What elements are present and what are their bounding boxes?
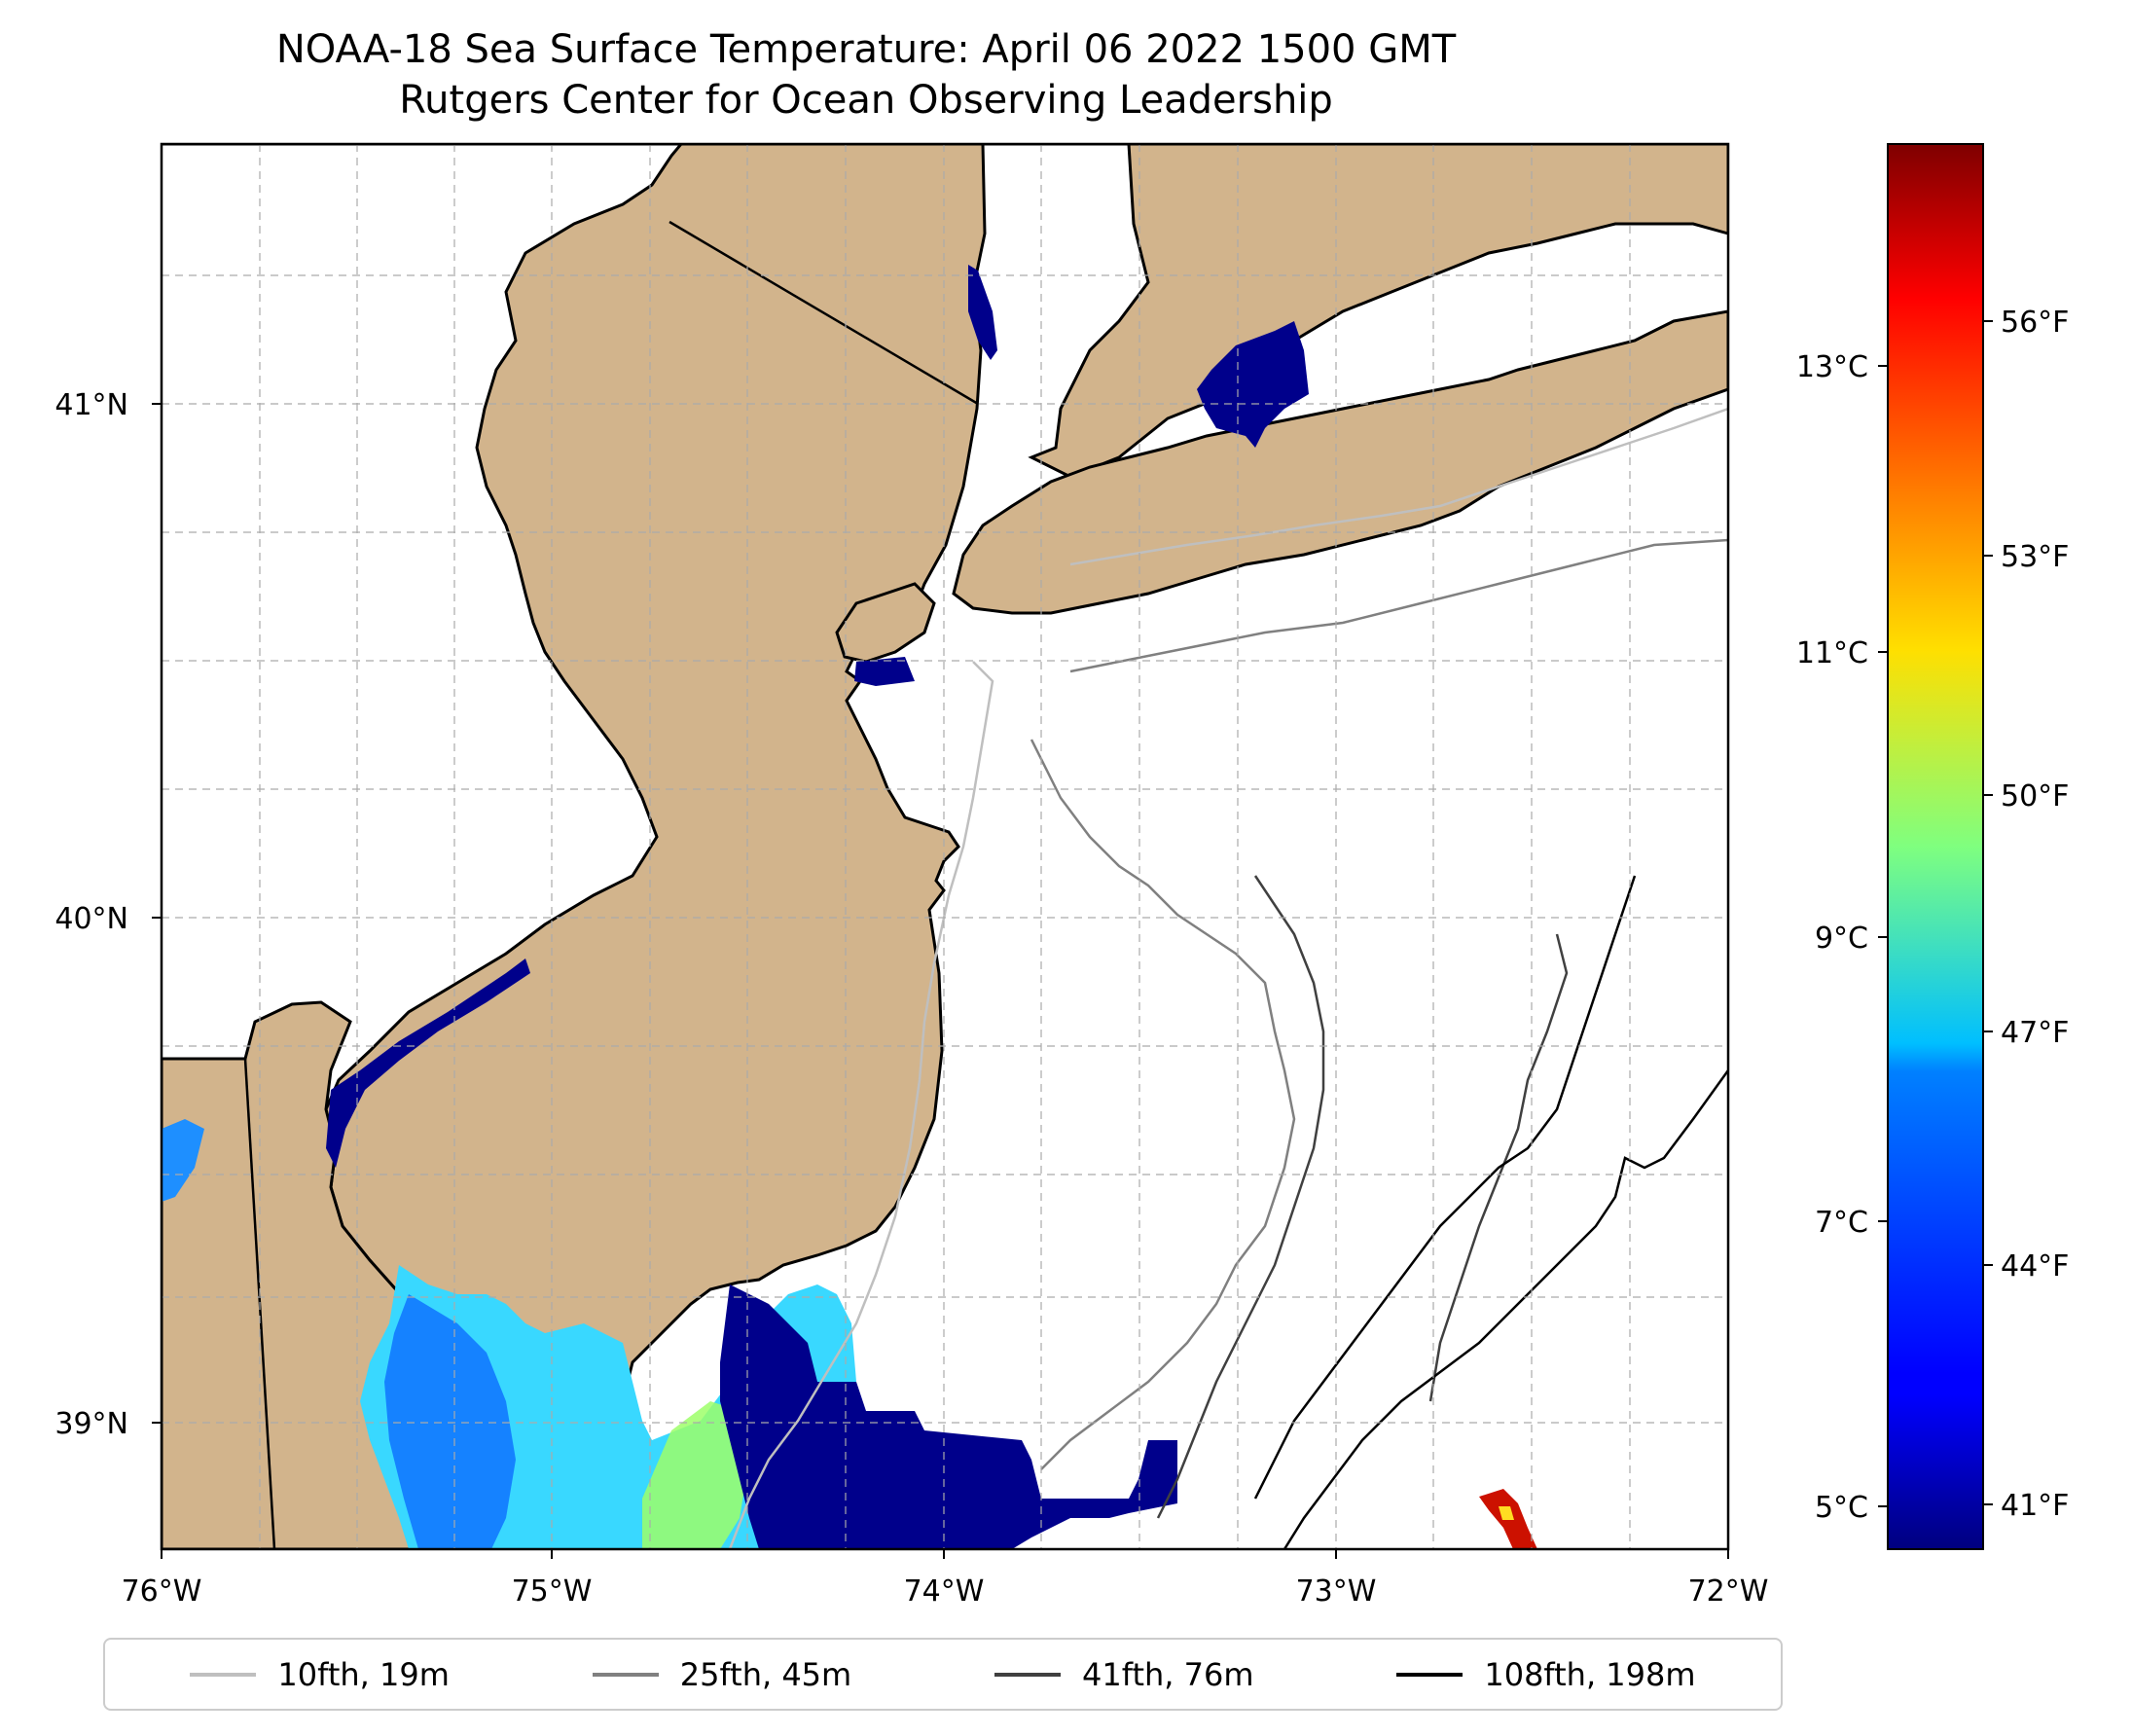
legend-item-108fth: 108fth, 198m (1396, 1655, 1696, 1693)
legend-label-25fth: 25fth, 45m (679, 1655, 852, 1693)
legend-swatch-25fth (592, 1672, 659, 1677)
colorbar-f-50: 50°F (2001, 779, 2069, 814)
colorbar-c-7: 7°C (1815, 1206, 1868, 1240)
colorbar-f-41: 41°F (2001, 1489, 2069, 1523)
contour-25fth-north (1069, 538, 1728, 673)
legend-swatch-108fth (1396, 1672, 1463, 1677)
map-subtitle: Rutgers Center for Ocean Observing Leade… (399, 78, 1333, 123)
legend-item-25fth: 25fth, 45m (592, 1655, 852, 1693)
colorbar-ticks (1878, 320, 1993, 1507)
y-tick-40n: 40°N (54, 902, 128, 936)
sst-patch-bay-green (642, 1401, 749, 1549)
legend-label-41fth: 41fth, 76m (1082, 1655, 1254, 1693)
sst-patch-west-edge (162, 1119, 204, 1202)
contour-25fth (1030, 739, 1296, 1470)
contour-108fth-inner (1253, 875, 1637, 1500)
sst-patch-warm-eddy-core (1499, 1506, 1514, 1520)
sst-patch-bay-blue (384, 1294, 516, 1549)
sst-data-overlay (162, 265, 1537, 1549)
contour-legend: 10fth, 19m 25fth, 45m 41fth, 76m 108fth,… (103, 1638, 1783, 1711)
x-tick-73w: 73°W (1296, 1574, 1377, 1609)
contour-108fth (1283, 1069, 1728, 1549)
legend-item-10fth: 10fth, 19m (190, 1655, 450, 1693)
sst-patch-hudson (968, 265, 997, 360)
colorbar-f-56: 56°F (2001, 306, 2069, 340)
colorbar (1887, 143, 1984, 1550)
contour-10fth-north (1069, 407, 1728, 566)
colorbar-c-13: 13°C (1796, 350, 1868, 384)
colorbar-c-9: 9°C (1815, 922, 1868, 956)
x-tick-72w: 72°W (1688, 1574, 1769, 1609)
colorbar-f-44: 44°F (2001, 1249, 2069, 1284)
sst-patch-long-island-sound (1197, 321, 1309, 448)
colorbar-f-47: 47°F (2001, 1016, 2069, 1050)
legend-label-10fth: 10fth, 19m (277, 1655, 450, 1693)
sst-patch-delaware-river (326, 958, 530, 1168)
contour-10fth (728, 661, 994, 1549)
colorbar-c-5: 5°C (1815, 1491, 1868, 1525)
land-nyc-harbor (835, 582, 936, 664)
y-tick-41n: 41°N (54, 388, 128, 422)
bathymetry-contours (728, 407, 1728, 1549)
x-tick-74w: 74°W (904, 1574, 985, 1609)
y-tick-39n: 39°N (54, 1407, 128, 1441)
legend-item-41fth: 41fth, 76m (994, 1655, 1254, 1693)
sst-patch-raritan (854, 657, 915, 686)
map-title: NOAA-18 Sea Surface Temperature: April 0… (275, 27, 1457, 72)
legend-swatch-10fth (190, 1672, 257, 1677)
legend-swatch-41fth (994, 1672, 1062, 1677)
contour-41fth-east (1428, 933, 1569, 1402)
x-tick-75w: 75°W (512, 1574, 593, 1609)
axis-ticks (152, 403, 1729, 1559)
x-tick-76w: 76°W (122, 1574, 202, 1609)
colorbar-c-11: 11°C (1796, 636, 1868, 670)
graticule (162, 144, 1728, 1549)
colorbar-f-53: 53°F (2001, 540, 2069, 574)
legend-label-108fth: 108fth, 198m (1484, 1655, 1696, 1693)
sst-patch-offshore-south (720, 1284, 1177, 1549)
border-ny-nj (669, 220, 979, 406)
contour-41fth (1156, 875, 1325, 1519)
